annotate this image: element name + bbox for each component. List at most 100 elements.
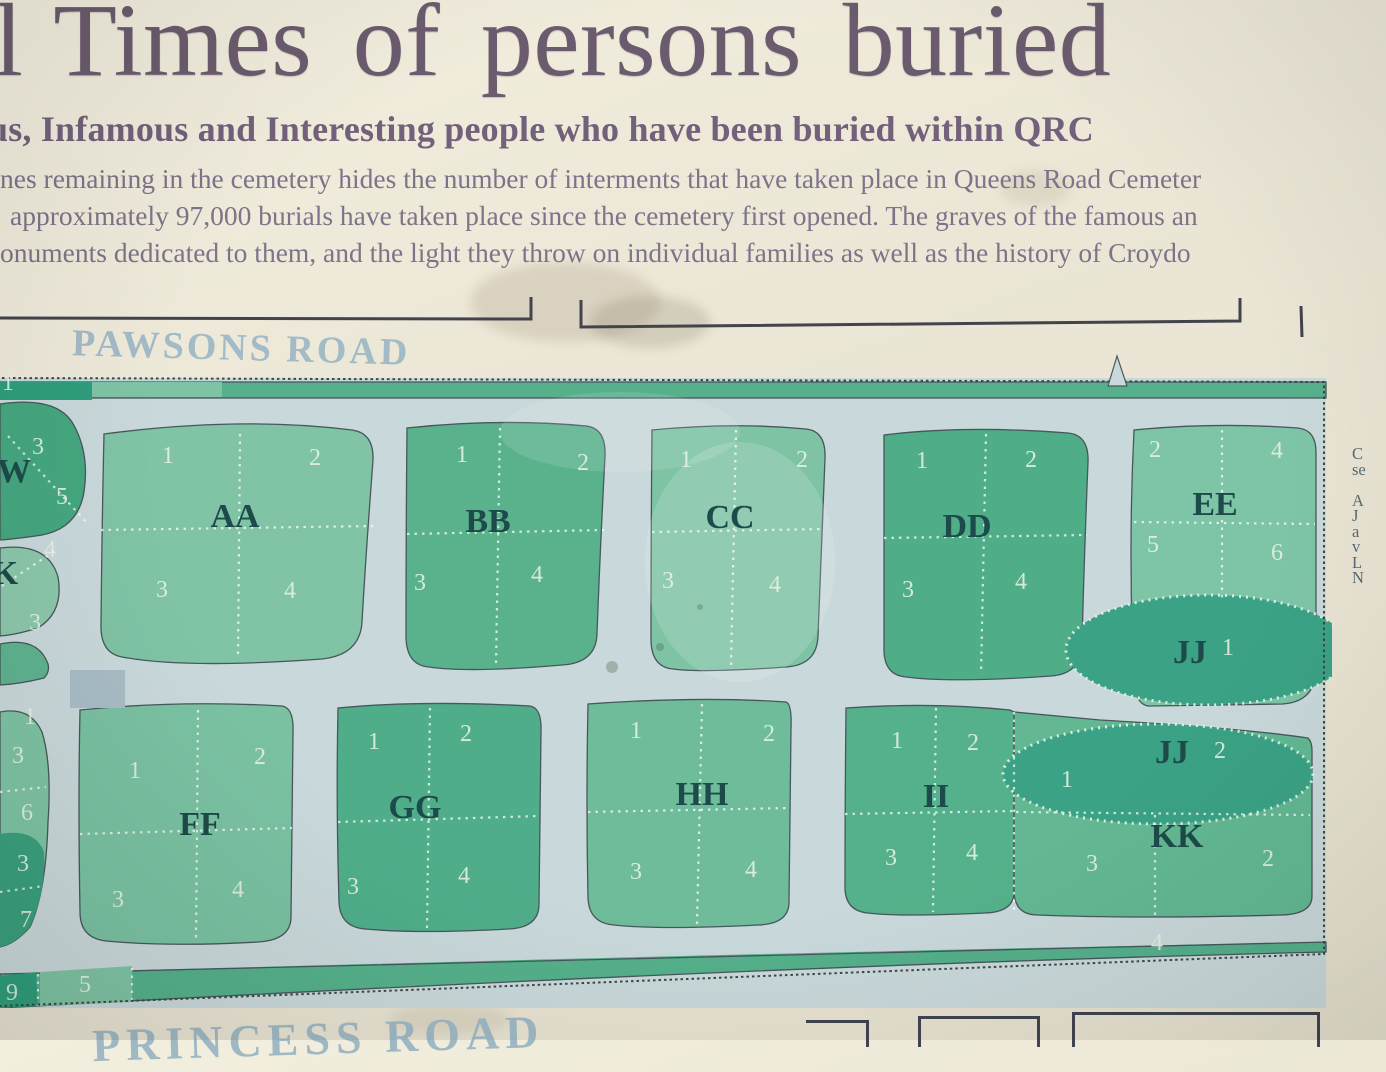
section-BB-area [405,421,606,671]
right-column-line: v [1352,537,1361,556]
W-number-3: 3 [32,434,44,460]
right-column-line: A [1352,490,1364,510]
building-square [70,670,125,708]
AA-label: AA [210,498,260,535]
left-column-number-1: 1 [24,704,36,730]
GG-number-3: 3 [347,874,359,900]
JJ1-label: JJ [1173,634,1207,671]
CC-number-2: 2 [796,447,808,473]
left-column-number-6: 6 [21,800,33,826]
BB-number-3: 3 [414,570,426,596]
BB-number-4: 4 [531,562,543,588]
JJ2-number-2: 2 [1214,738,1226,764]
right-column-line: se [1352,459,1366,479]
title-cut-letter: l [0,0,24,98]
right-column-line: a [1352,521,1360,541]
left-small-section [0,641,50,686]
AA-number-2: 2 [309,445,321,471]
map-section-labels: AA 1 2 3 4 BB 1 2 3 4 CC 1 2 3 4 DD 1 2 3 4 EE 2 4 5 6 JJ 1 JJ 2 FF 1 2… [0,370,1283,1006]
KK-number-3: 3 [1086,851,1098,877]
bottom-strip-number-9: 9 [6,980,18,1006]
worn-patch [645,442,835,682]
top-strip-dark [0,382,92,400]
legend-box-fragment [918,1016,1040,1047]
bottom-green-strip [0,941,1327,1008]
K-number-4: 4 [44,537,56,563]
K-number-3: 3 [29,610,41,636]
section-K-area [0,546,60,637]
DD-label: DD [942,508,991,545]
top-corner-number-1: 1 [2,370,14,396]
right-column-line: C [1352,446,1364,463]
speckle [697,604,703,610]
GG-label: GG [389,789,442,826]
left-column-dark-part [0,832,45,947]
section-FF-area [78,703,294,945]
II-number-3: 3 [885,845,897,871]
entrance-spike-marker [1107,354,1128,387]
title-text: Times of persons buried [53,0,1112,98]
BB-number-1: 1 [456,442,468,468]
legend-box-fragment [1072,1012,1320,1047]
KK-number-1: 1 [1061,767,1073,793]
section-HH-area [586,698,792,929]
page-title: l Times of persons buried [0,0,1111,95]
left-column-number-7: 7 [20,907,32,933]
DD-number-4: 4 [1015,569,1027,595]
EE-number-6: 6 [1271,540,1283,566]
speckle [606,661,618,673]
KK-number-2: 2 [1262,846,1274,872]
cemetery-map: AA 1 2 3 4 BB 1 2 3 4 CC 1 2 3 4 DD 1 2 3 4 EE 2 4 5 6 JJ 1 JJ 2 FF 1 2… [0,354,1332,1008]
DD-number-3: 3 [902,577,914,603]
JJ2-label: JJ [1155,734,1189,771]
left-column-number-3: 3 [17,851,29,877]
legend-box-fragment [806,1020,869,1047]
JJ1-number-1: 1 [1222,635,1234,661]
top-strip-light [92,382,222,397]
paragraph-line: nes remaining in the cemetery hides the … [0,163,1202,194]
road-extent-brackets [0,297,1304,338]
map-dotted-border [0,377,1325,1007]
KK-number-4: 4 [1151,930,1163,956]
CC-number-3: 3 [662,568,674,594]
worn-patch [500,392,740,472]
W-number-5: 5 [56,484,68,510]
bottom-strip-light [40,966,132,1006]
EE-number-4: 4 [1271,438,1283,464]
FF-number-2: 2 [254,744,266,770]
CC-number-4: 4 [769,572,781,598]
paragraph-line: approximately 97,000 burials have taken … [10,200,1198,231]
K-label: K [0,555,19,592]
GG-number-1: 1 [368,729,380,755]
II-number-1: 1 [891,728,903,754]
section-II-area [844,704,1015,916]
bottom-strip-number-5: 5 [79,972,91,998]
section-AA-area [100,423,374,665]
right-column-line: N [1352,568,1364,586]
W-label: W [0,453,31,490]
quadrant-dashed-lines [0,427,1316,1006]
intro-paragraph: nes remaining in the cemetery hides the … [0,160,1386,271]
section-JJ1-area [1064,593,1332,707]
page-subtitle: us, Infamous and Interesting people who … [0,109,1094,149]
HH-number-2: 2 [763,721,775,747]
paragraph-line: onuments dedicated to them, and the ligh… [0,237,1191,268]
GG-number-4: 4 [458,863,470,889]
CC-label: CC [705,499,754,536]
BB-number-2: 2 [577,450,589,476]
CC-number-1: 1 [680,447,692,473]
HH-label: HH [676,776,729,813]
BB-label: BB [465,503,510,540]
EE-number-5: 5 [1147,532,1159,558]
II-number-4: 4 [966,840,978,866]
DD-number-1: 1 [916,448,928,474]
section-CC-area [650,425,826,672]
GG-number-2: 2 [460,721,472,747]
AA-number-3: 3 [156,577,168,603]
section-GG-area [336,702,542,933]
top-green-strip [0,381,1327,399]
DD-number-2: 2 [1025,447,1037,473]
AA-number-1: 1 [162,443,174,469]
